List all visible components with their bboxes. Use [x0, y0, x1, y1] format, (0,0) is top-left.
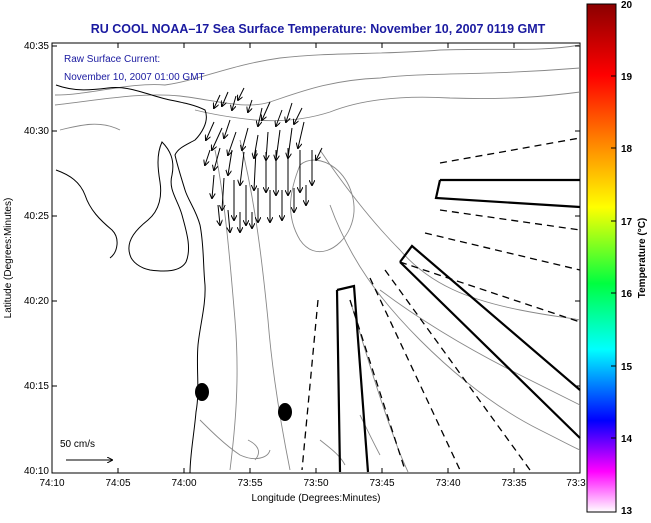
colorbar-tick-label: 17 [621, 217, 633, 228]
x-tick-label: 73:3 [566, 478, 586, 489]
colorbar-tick-label: 16 [621, 289, 633, 300]
x-tick-label: 73:50 [303, 478, 328, 489]
surface-current-vectors [205, 87, 323, 232]
station-marker [278, 403, 292, 421]
annotation-line-2: November 10, 2007 01:00 GMT [64, 72, 205, 83]
coastline [55, 84, 207, 474]
x-tick-label: 74:00 [171, 478, 196, 489]
y-tick-label: 40:35 [24, 41, 49, 52]
x-tick-label: 74:10 [39, 478, 64, 489]
colorbar-tick-label: 18 [621, 144, 633, 155]
scale-label: 50 cm/s [60, 439, 95, 450]
x-tick-label: 73:40 [435, 478, 460, 489]
colorbar-ticks: 20 19 18 17 16 15 14 13 [611, 0, 633, 517]
y-tick-label: 40:15 [24, 381, 49, 392]
x-axis-label: Longitude (Degrees:Minutes) [252, 493, 381, 504]
y-tick-label: 40:25 [24, 211, 49, 222]
colorbar-tick-label: 14 [621, 434, 633, 445]
colorbar-tick-label: 19 [621, 72, 633, 83]
colorbar [586, 3, 617, 513]
y-tick-label: 40:30 [24, 126, 49, 137]
annotation-line-1: Raw Surface Current: [64, 54, 160, 65]
radar-coverage-lines [301, 137, 581, 471]
x-tick-label: 74:05 [105, 478, 130, 489]
colorbar-label: Temperature (°C) [637, 218, 648, 299]
x-tick-label: 73:55 [237, 478, 262, 489]
y-tick-label: 40:10 [24, 466, 49, 477]
radar-beam-boxes [335, 178, 581, 473]
x-tick-label: 73:45 [369, 478, 394, 489]
figure-title: RU COOL NOAA–17 Sea Surface Temperature:… [91, 22, 546, 36]
y-axis-label: Latitude (Degrees:Minutes) [3, 198, 14, 319]
y-tick-label: 40:20 [24, 296, 49, 307]
y-axis: 40:35 40:30 40:25 40:20 40:15 40:10 [24, 41, 580, 477]
x-tick-label: 73:35 [501, 478, 526, 489]
x-axis: 74:10 74:05 74:00 73:55 73:50 73:45 73:4… [39, 43, 586, 489]
station-marker [195, 383, 209, 401]
colorbar-tick-label: 15 [621, 362, 633, 373]
colorbar-tick-label: 13 [621, 506, 633, 517]
colorbar-tick-label: 20 [621, 0, 633, 11]
